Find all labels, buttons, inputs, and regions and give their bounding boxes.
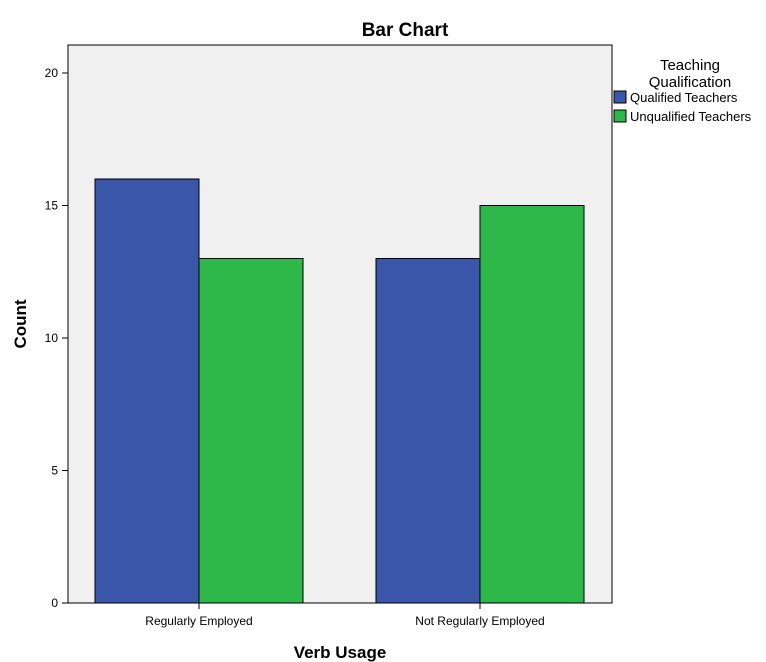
y-tick-label-1: 5 xyxy=(51,464,58,478)
legend-label-0: Qualified Teachers xyxy=(630,90,738,105)
bar-unqualified-1 xyxy=(479,205,585,604)
x-axis-title: Verb Usage xyxy=(294,643,387,662)
bar-unqualified-0 xyxy=(198,258,304,604)
bar-qualified-1 xyxy=(375,258,481,604)
legend-swatch-0 xyxy=(613,90,627,104)
legend-title-line-2: Qualification xyxy=(649,74,732,91)
y-tick-label-2: 10 xyxy=(45,331,59,345)
chart-title: Bar Chart xyxy=(362,20,449,41)
y-axis-title: Count xyxy=(11,299,30,348)
x-tick-label-0: Regularly Employed xyxy=(145,614,252,628)
legend: Teaching Qualification Qualified Teacher… xyxy=(613,57,752,124)
x-axis: Regularly Employed Not Regularly Employed xyxy=(145,603,545,628)
legend-swatch-1 xyxy=(613,109,627,123)
bars xyxy=(94,178,585,604)
legend-label-1: Unqualified Teachers xyxy=(630,109,752,124)
legend-title-line-1: Teaching xyxy=(660,57,720,74)
x-tick-label-1: Not Regularly Employed xyxy=(415,614,544,628)
y-axis: 0 5 10 15 20 xyxy=(45,66,68,610)
y-tick-label-0: 0 xyxy=(51,596,58,610)
bar-qualified-0 xyxy=(94,178,200,604)
y-tick-label-3: 15 xyxy=(45,199,59,213)
y-tick-label-4: 20 xyxy=(45,66,59,80)
